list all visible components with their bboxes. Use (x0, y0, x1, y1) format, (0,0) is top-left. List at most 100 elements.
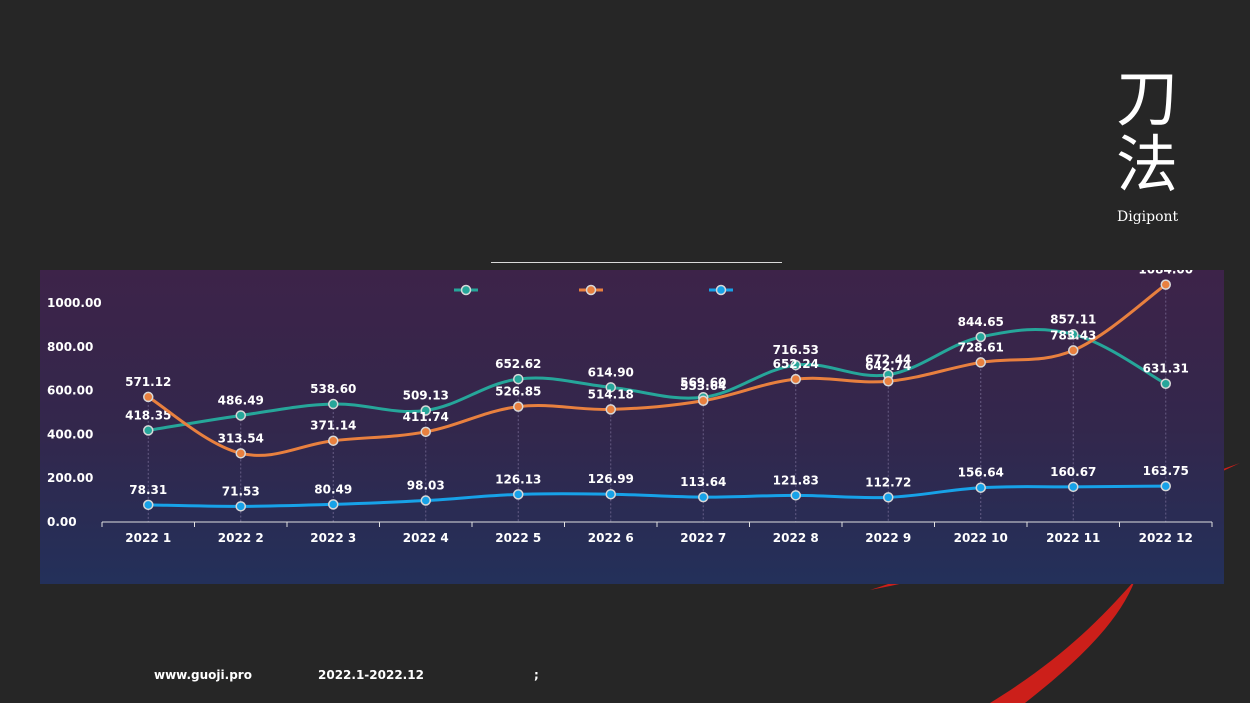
data-label: 553.64 (680, 379, 726, 393)
data-point (605, 382, 616, 393)
x-tick-label: 2022 5 (495, 531, 541, 545)
data-label: 411.74 (403, 410, 449, 424)
y-tick-label: 200.00 (47, 471, 93, 485)
x-tick-label: 2022 3 (310, 531, 356, 545)
data-point (790, 373, 801, 385)
data-point (883, 375, 894, 387)
data-point (605, 404, 616, 415)
data-point (235, 501, 246, 512)
data-point (698, 395, 709, 407)
data-label: 112.72 (865, 475, 911, 489)
data-label: 514.18 (588, 387, 634, 401)
data-label: 783.43 (1050, 328, 1096, 342)
y-tick-label: 0.00 (47, 515, 77, 529)
data-label: 71.53 (222, 484, 260, 498)
data-label: 126.99 (588, 472, 634, 486)
y-tick-label: 1000.00 (47, 296, 102, 310)
data-point (328, 435, 339, 446)
footer-source: www.guoji.pro (154, 668, 252, 682)
data-label: 569.60 (680, 375, 726, 389)
data-point (1160, 279, 1171, 290)
y-tick-label: 600.00 (47, 384, 93, 398)
legend-item-2 (579, 284, 603, 296)
data-point (1068, 345, 1079, 356)
data-label: 160.67 (1050, 465, 1096, 479)
data-label: 156.64 (958, 466, 1004, 480)
series-line-1 (148, 328, 1167, 432)
title-underline (491, 262, 782, 263)
x-tick-label: 2022 11 (1046, 531, 1100, 545)
y-tick-label: 400.00 (47, 427, 93, 441)
x-tick-label: 2022 10 (954, 531, 1008, 545)
data-label: 631.31 (1143, 362, 1189, 376)
x-tick-label: 2022 4 (403, 531, 449, 545)
series-line-2 (147, 283, 1167, 457)
data-label: 121.83 (773, 473, 819, 487)
legend-marker (585, 284, 597, 296)
data-point (513, 401, 524, 412)
data-label: 538.60 (310, 382, 356, 396)
data-label: 371.14 (310, 419, 356, 433)
data-point (975, 357, 986, 368)
data-label: 313.54 (218, 431, 264, 445)
data-point (513, 373, 524, 385)
data-label: 857.11 (1050, 312, 1096, 326)
data-point (1068, 481, 1079, 493)
data-label: 418.35 (125, 408, 171, 422)
data-point (1160, 378, 1171, 389)
data-point (1068, 329, 1079, 340)
data-label: 113.64 (680, 475, 726, 489)
data-label: 672.44 (865, 353, 911, 367)
series-line-3 (148, 484, 1166, 508)
data-point (883, 492, 894, 503)
data-point (420, 426, 431, 438)
data-label: 716.53 (773, 343, 819, 357)
data-point (235, 448, 246, 459)
data-label: 571.12 (125, 375, 171, 389)
x-tick-label: 2022 1 (125, 531, 171, 545)
data-label: 728.61 (958, 340, 1004, 354)
data-point (605, 488, 616, 500)
data-label: 614.90 (588, 365, 634, 379)
brand-logo-char-1: 刀 (1116, 62, 1179, 135)
footer-note: ; (534, 668, 539, 682)
data-point (790, 359, 801, 371)
data-point (975, 331, 986, 343)
data-label: 80.49 (314, 482, 352, 496)
brand-logo-subtitle: Digipont (1117, 209, 1179, 225)
data-label: 126.13 (495, 472, 541, 486)
x-tick-label: 2022 12 (1139, 531, 1193, 545)
x-tick-label: 2022 9 (865, 531, 911, 545)
legend-marker (460, 284, 472, 296)
data-label: 98.03 (407, 479, 445, 493)
data-point (975, 482, 986, 493)
data-point (235, 410, 246, 421)
data-label: 78.31 (129, 483, 167, 497)
data-point (790, 490, 801, 501)
data-label: 642.74 (865, 359, 911, 373)
data-label: 486.49 (218, 393, 264, 407)
data-point (420, 405, 431, 416)
data-point (1160, 480, 1171, 492)
legend-item-1 (454, 284, 478, 296)
legend-item-3 (709, 284, 733, 296)
legend-marker (715, 284, 727, 296)
data-label: 526.85 (495, 385, 541, 399)
x-tick-label: 2022 8 (773, 531, 819, 545)
data-point (420, 495, 431, 506)
data-label: 509.13 (403, 389, 449, 403)
data-label: 1084.00 (1138, 270, 1193, 277)
footer-period: 2022.1-2022.12 (318, 668, 424, 682)
line-chart: 2022 1 2022 2 2022 3 2022 4 2022 5 2022 6 2022… (47, 270, 1213, 545)
chart-panel: 2022 1 2022 2 2022 3 2022 4 2022 5 2022 6 2022… (40, 270, 1224, 584)
data-point (698, 491, 709, 503)
x-tick-label: 2022 2 (218, 531, 264, 545)
brand-logo-char-2: 法 (1116, 128, 1179, 201)
data-point (143, 499, 154, 511)
data-point (328, 499, 339, 510)
x-tick-label: 2022 6 (588, 531, 634, 545)
data-point (328, 398, 339, 410)
data-label: 652.24 (773, 357, 819, 371)
y-tick-label: 800.00 (47, 340, 93, 354)
data-label: 844.65 (958, 315, 1004, 329)
